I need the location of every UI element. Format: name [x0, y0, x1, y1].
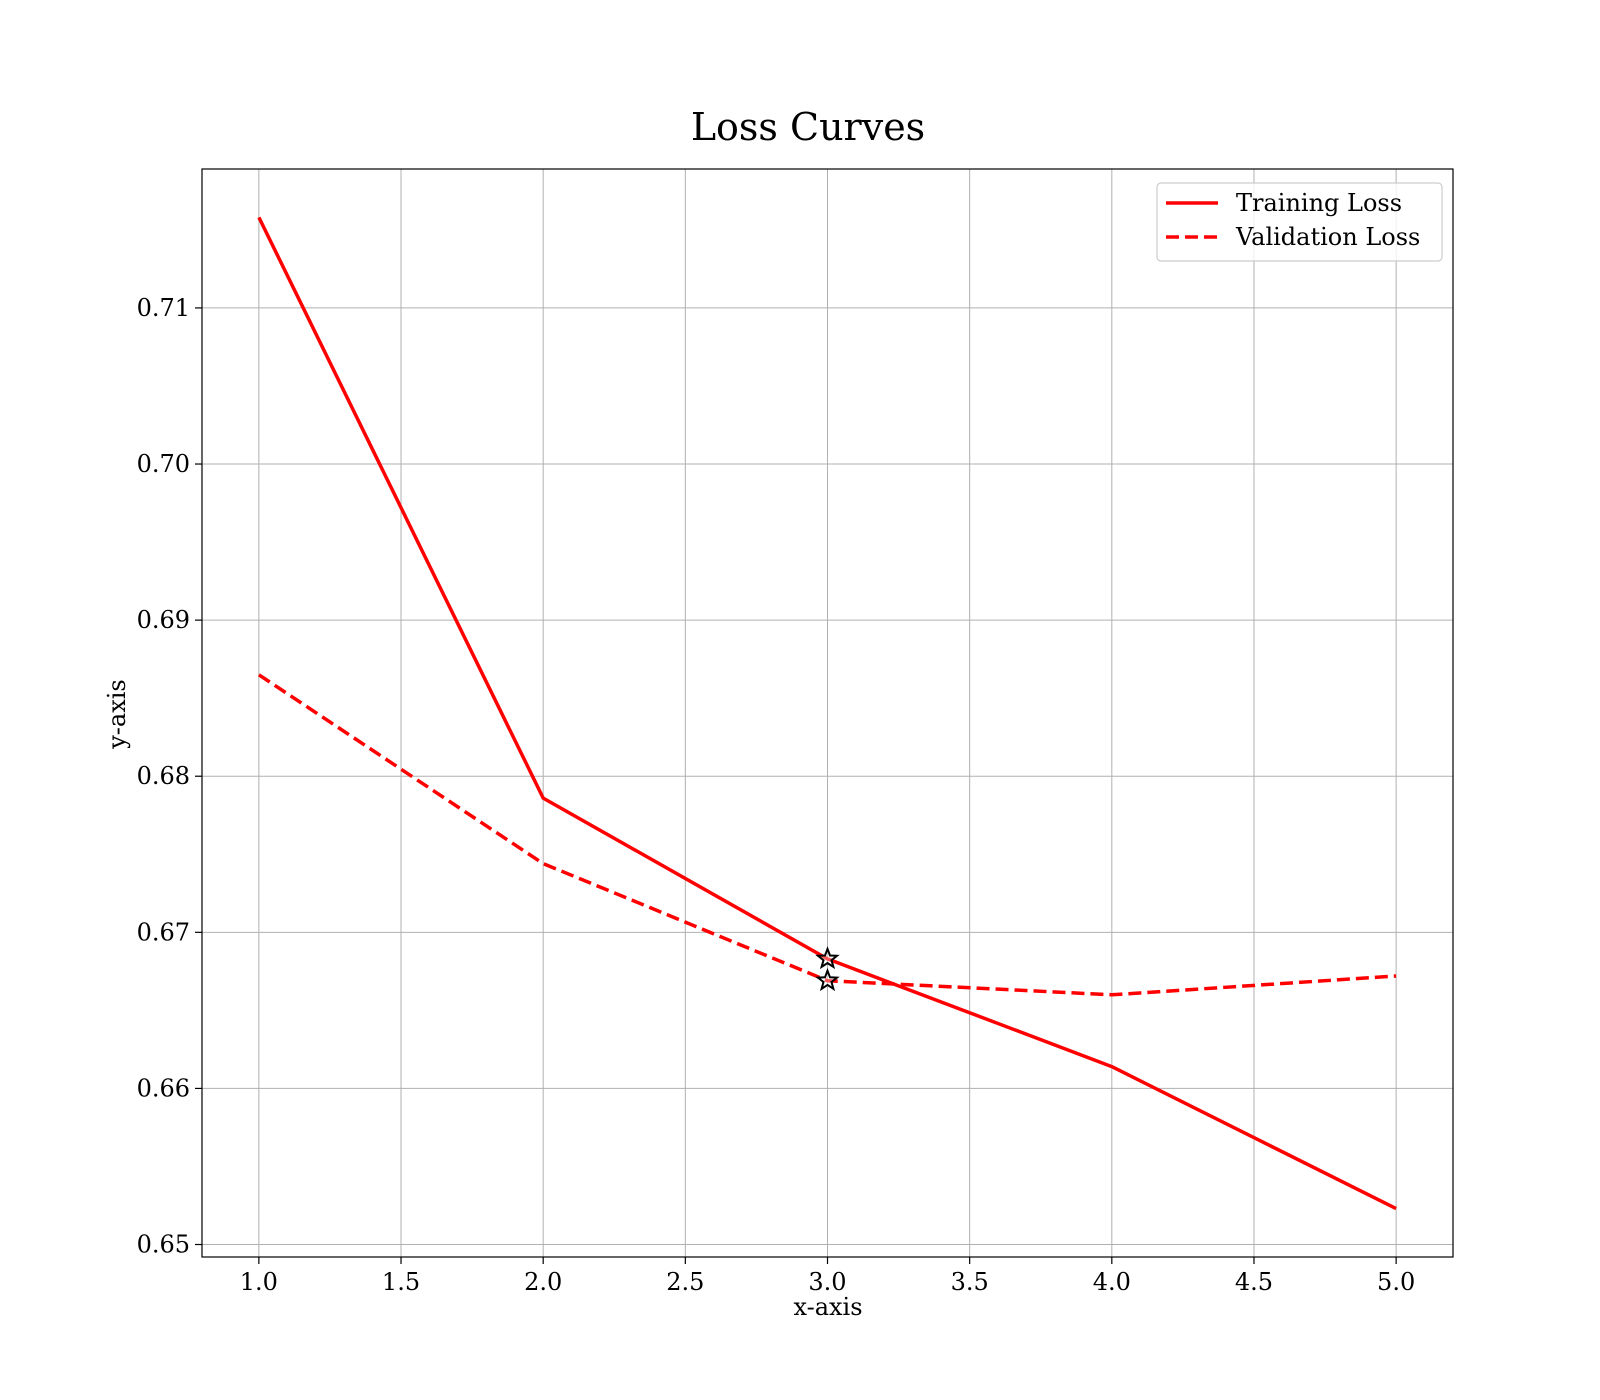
- x-tick-label: 1.5: [382, 1268, 420, 1296]
- star-marker: [815, 946, 840, 970]
- y-tick-label: 0.69: [137, 606, 190, 634]
- x-tick-label: 2.5: [666, 1268, 704, 1296]
- y-tick-label: 0.68: [137, 762, 190, 790]
- series-line-validation-loss: [257, 673, 1397, 997]
- x-tick-label: 4.5: [1235, 1268, 1273, 1296]
- axis-ticks: 1.0 1.5 2.0 2.5 3.0 3.5 4.0 4.5 5.0 0.65 0.66 0.67 0…: [137, 294, 1416, 1296]
- x-tick-label: 1.0: [240, 1268, 278, 1296]
- x-tick-label: 3.5: [951, 1268, 989, 1296]
- y-tick-label: 0.70: [137, 450, 190, 478]
- grid: [202, 169, 1453, 1257]
- legend-label-validation: Validation Loss: [1235, 223, 1420, 251]
- x-tick-label: 5.0: [1377, 1268, 1415, 1296]
- y-tick-label: 0.67: [137, 918, 190, 946]
- legend: Training Loss Validation Loss: [1156, 182, 1443, 262]
- markers: [815, 946, 840, 992]
- legend-label-training: Training Loss: [1236, 189, 1402, 217]
- star-marker: [815, 967, 840, 992]
- y-tick-label: 0.65: [137, 1231, 190, 1259]
- y-axis-label: y-axis: [103, 679, 131, 750]
- x-tick-label: 3.0: [808, 1268, 846, 1296]
- y-tick-label: 0.71: [137, 294, 190, 322]
- x-tick-label: 2.0: [524, 1268, 562, 1296]
- series-lines: [257, 216, 1397, 1211]
- x-axis-label: x-axis: [793, 1293, 862, 1321]
- series-line-training-loss: [257, 216, 1397, 1211]
- chart-title: Loss Curves: [691, 105, 925, 149]
- y-tick-label: 0.66: [137, 1074, 190, 1102]
- legend-box: [1156, 182, 1443, 262]
- x-tick-label: 4.0: [1093, 1268, 1131, 1296]
